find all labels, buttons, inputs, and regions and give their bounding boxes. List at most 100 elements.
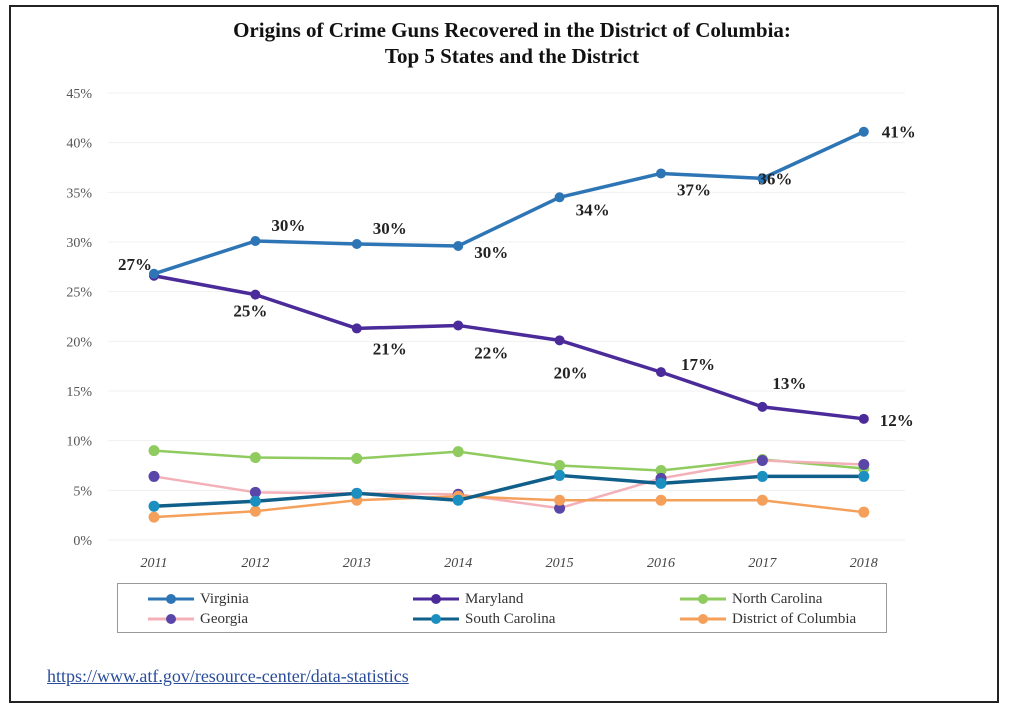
legend-item: Georgia [146, 609, 248, 629]
legend-label: Georgia [200, 610, 249, 627]
legend-marker [431, 614, 441, 624]
y-tick-label: 25% [66, 286, 92, 301]
y-tick-label: 45% [66, 87, 92, 102]
x-tick-label: 2014 [444, 556, 472, 571]
x-tick-label: 2012 [241, 556, 269, 571]
series-virginia [149, 126, 869, 279]
data-point [453, 320, 464, 331]
chart-legend: Virginia Maryland North Carolina Georgia Sou… [117, 583, 887, 633]
legend-label: South Carolina [465, 610, 556, 627]
data-label: 34% [576, 200, 610, 219]
data-point [554, 192, 565, 203]
data-point [149, 268, 159, 279]
x-axis-ticks: 2011 2012 2013 2014 2015 2016 2017 2018 [141, 556, 878, 571]
y-tick-label: 30% [66, 236, 92, 251]
data-label: 27% [118, 255, 152, 274]
data-point [249, 505, 261, 517]
x-tick-label: 2015 [546, 556, 574, 571]
data-point [858, 413, 869, 424]
data-point [148, 445, 160, 457]
data-point [858, 459, 870, 471]
data-point [452, 494, 464, 506]
y-tick-label: 5% [73, 484, 92, 499]
y-tick-label: 0% [73, 534, 92, 549]
y-tick-label: 40% [66, 137, 92, 152]
data-point [655, 464, 667, 476]
y-tick-label: 20% [66, 335, 92, 350]
legend-item: North Carolina [678, 589, 822, 609]
x-tick-label: 2016 [647, 556, 675, 571]
y-tick-label: 35% [66, 186, 92, 201]
data-point [554, 494, 566, 506]
gridlines [108, 92, 905, 541]
legend-swatch [148, 594, 194, 604]
data-point [148, 500, 160, 512]
series-north-carolina [148, 445, 870, 476]
legend-label: Virginia [200, 590, 249, 607]
x-tick-label: 2011 [141, 556, 168, 571]
data-point [554, 469, 566, 481]
data-point [351, 323, 362, 334]
data-point [656, 367, 666, 378]
data-point [756, 494, 768, 506]
legend-item: South Carolina [411, 609, 555, 629]
legend-marker [698, 594, 708, 604]
data-label: 13% [772, 374, 806, 393]
data-point [453, 240, 464, 251]
data-point [554, 335, 565, 346]
series-line [153, 495, 864, 519]
data-labels: 27% 30% 30% 30% 34% 37% 36% 41% 25% 21% 22% 20% 17% 1… [118, 123, 916, 430]
x-tick-label: 2017 [748, 556, 777, 571]
chart-title-block: Origins of Crime Guns Recovered in the D… [0, 17, 1024, 69]
data-label: 30% [373, 219, 407, 238]
x-tick-label: 2018 [850, 556, 878, 571]
data-label: 30% [474, 243, 508, 262]
legend-swatch [148, 614, 194, 624]
series-line [153, 459, 864, 510]
y-axis-ticks: 0% 5% 10% 15% 20% 25% 30% 35% 40% 45% [66, 87, 92, 549]
data-label: 30% [271, 216, 305, 235]
data-point [249, 452, 261, 464]
data-point [757, 401, 768, 412]
source-link[interactable]: https://www.atf.gov/resource-center/data… [47, 666, 409, 686]
series-line [153, 130, 865, 276]
y-tick-label: 15% [66, 385, 92, 400]
data-point [655, 477, 667, 489]
legend-swatch [680, 614, 726, 624]
x-tick-label: 2013 [343, 556, 371, 571]
data-point [452, 446, 464, 458]
data-label: 12% [880, 411, 914, 430]
data-point [351, 238, 362, 249]
series-line [153, 473, 864, 508]
legend-item: Maryland [411, 589, 523, 609]
legend-swatch [413, 614, 459, 624]
data-point [250, 289, 261, 300]
legend-marker [166, 594, 176, 604]
series-line [153, 274, 865, 421]
data-point [351, 487, 363, 499]
data-point [148, 470, 160, 482]
data-point [554, 502, 566, 514]
data-point [756, 455, 768, 467]
legend-swatch [680, 594, 726, 604]
legend-label: Maryland [465, 590, 524, 607]
data-label: 25% [233, 302, 267, 321]
data-label: 17% [681, 355, 715, 374]
data-label: 36% [758, 169, 792, 188]
series-lines [148, 126, 870, 523]
data-point [250, 236, 261, 247]
data-label: 22% [474, 343, 508, 362]
data-label: 41% [882, 123, 916, 142]
legend-marker [166, 614, 176, 624]
data-point [249, 486, 261, 498]
data-point [656, 168, 666, 179]
series-line [153, 449, 864, 472]
legend-label: District of Columbia [732, 610, 857, 627]
data-point [858, 506, 870, 518]
series-south-carolina [148, 469, 870, 512]
chart-subtitle: Top 5 States and the District [384, 44, 640, 68]
data-label: 37% [677, 180, 711, 199]
legend-label: North Carolina [732, 590, 823, 607]
data-point [554, 460, 566, 471]
